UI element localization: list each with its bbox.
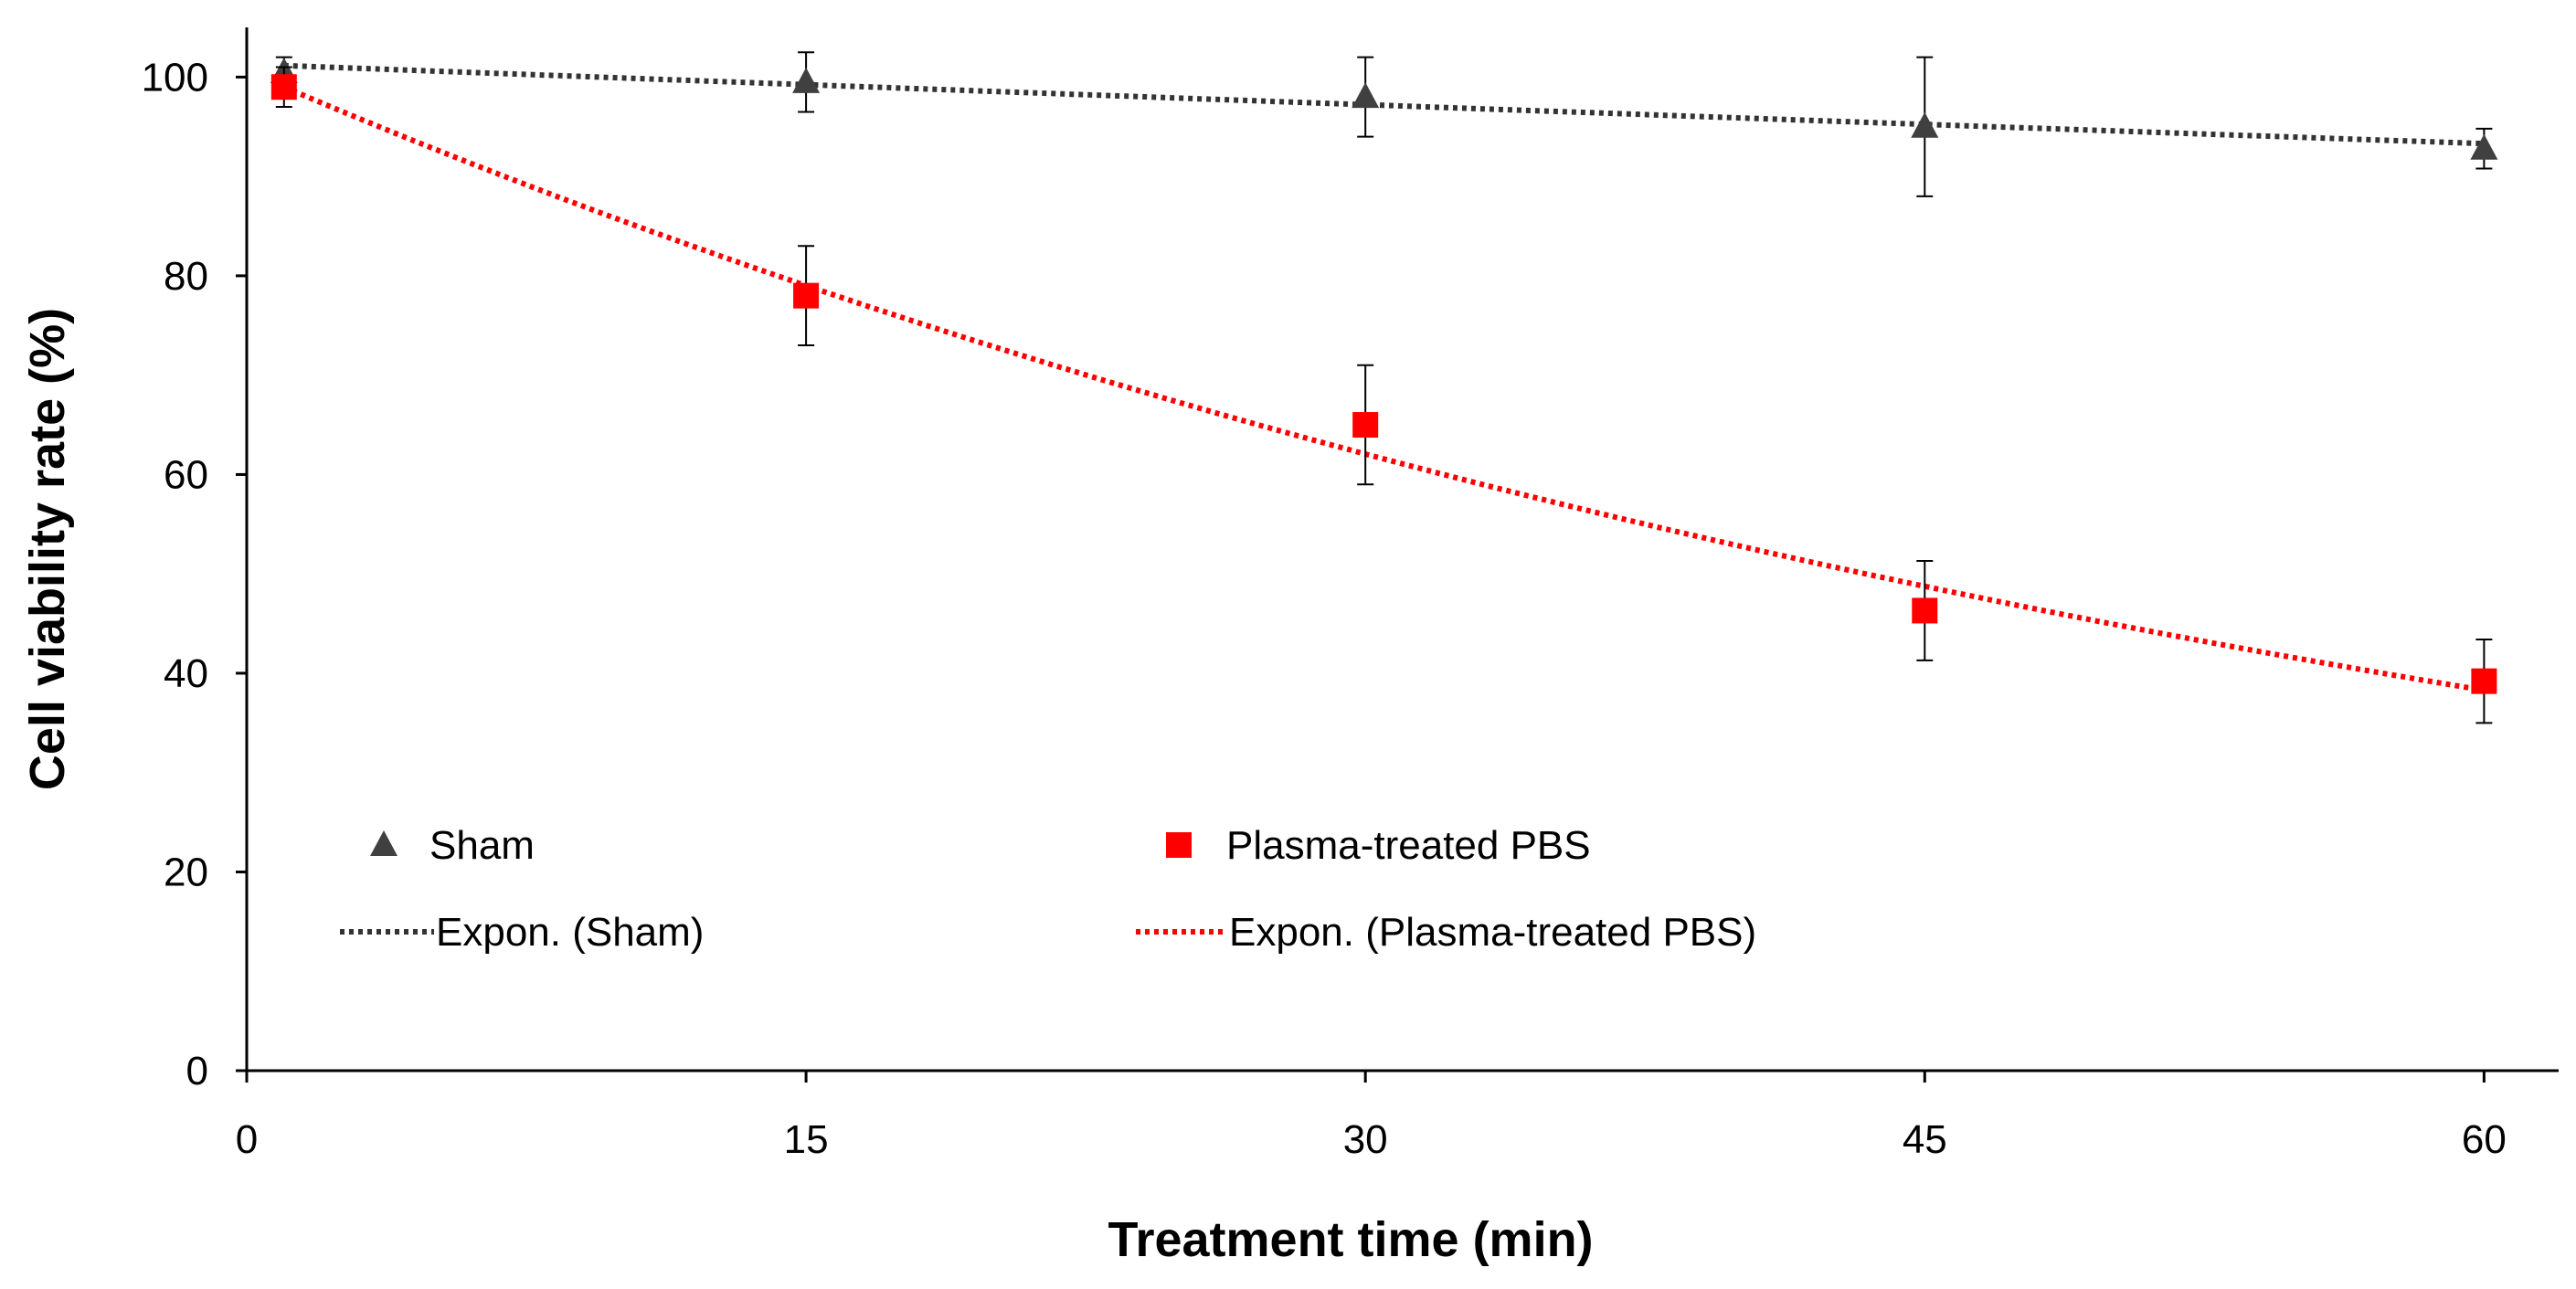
y-tick-label: 100	[142, 55, 208, 100]
y-tick-label: 80	[164, 254, 208, 299]
sham-point	[1352, 82, 1380, 109]
legend: Sham Expon. (Sham) Plasma-treated PBS Expon…	[340, 823, 1756, 955]
legend-plasma-marker	[1166, 832, 1192, 858]
x-tick-label: 30	[1343, 1117, 1388, 1162]
legend-sham-marker	[370, 830, 398, 856]
sham-point	[1911, 111, 1939, 138]
x-axis-title: Treatment time (min)	[1108, 1212, 1593, 1267]
plasma-point	[793, 282, 820, 309]
x-tick-label: 60	[2462, 1117, 2507, 1162]
y-tick-label: 60	[164, 452, 208, 497]
sham-point	[792, 67, 821, 93]
plasma-point	[2471, 668, 2497, 694]
legend-plasma-trendline-label: Expon. (Plasma-treated PBS)	[1229, 910, 1756, 955]
plasma-trendline	[282, 84, 2485, 693]
sham-point	[2470, 133, 2498, 160]
plot-area	[270, 51, 2498, 724]
y-axis-title: Cell viability rate (%)	[20, 308, 75, 790]
legend-plasma-label: Plasma-treated PBS	[1226, 823, 1591, 868]
y-tick-label: 40	[164, 651, 208, 696]
legend-sham-trendline-label: Expon. (Sham)	[436, 910, 704, 955]
x-tick-label: 45	[1903, 1117, 1947, 1162]
legend-sham-label: Sham	[429, 823, 535, 868]
axes	[245, 27, 2559, 1072]
plasma-point	[1352, 412, 1379, 438]
sham-trendline	[283, 62, 2485, 147]
y-tick-label: 0	[186, 1049, 208, 1094]
plasma-point	[270, 74, 297, 100]
y-tick-label: 20	[164, 850, 208, 894]
x-tick-label: 0	[236, 1117, 258, 1162]
plasma-point	[1912, 597, 1938, 624]
ticks: 0 20 40 60 80 100 0 15 30 45 60	[142, 55, 2507, 1162]
x-tick-label: 15	[784, 1117, 829, 1162]
